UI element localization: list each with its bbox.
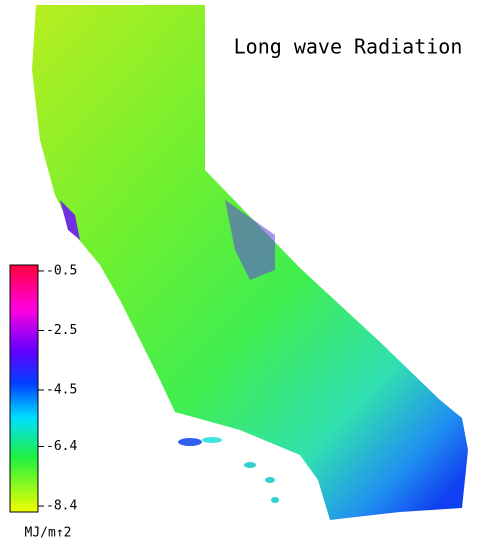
colorbar-tick-label: -6.4 [46, 439, 77, 454]
colorbar-tick-label: -2.5 [46, 323, 77, 338]
colorbar-tick-label: -0.5 [46, 263, 77, 278]
colorbar-tick-label: -4.5 [46, 382, 77, 397]
map-title: Long wave Radiation [234, 35, 463, 59]
california-map [32, 5, 468, 520]
colorbar [9, 264, 39, 513]
colorbar-units: MJ/m↑2 [25, 526, 72, 541]
colorbar-tick-label: -8.4 [46, 499, 77, 514]
